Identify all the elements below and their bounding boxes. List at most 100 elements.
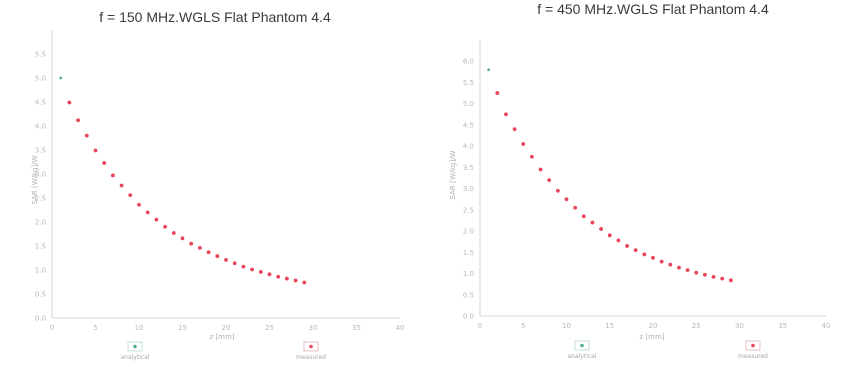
measured-point (180, 236, 185, 241)
y-tick-label: 4.0 (35, 123, 46, 131)
y-tick-label: 0.5 (35, 291, 46, 299)
y-tick-label: 4.5 (463, 121, 474, 129)
measured-point (703, 272, 707, 277)
y-tick-label: 2.5 (35, 195, 46, 203)
y-tick-label: 2.0 (463, 228, 474, 236)
x-tick-labels: 0 5 10 15 20 25 30 35 40 (50, 324, 405, 332)
measured-point (512, 127, 517, 132)
axes (51, 30, 400, 319)
legend-label-measured: measured (738, 353, 768, 360)
y-tick-label: 3.5 (463, 164, 474, 172)
measured-point (215, 254, 220, 258)
y-tick-label: 2.5 (463, 206, 474, 214)
y-tick-label: 1.5 (35, 243, 46, 251)
measured-point (651, 255, 655, 260)
y-tick-label: 4.0 (463, 143, 474, 151)
y-tick-label: 4.5 (35, 99, 46, 107)
measured-point (685, 268, 690, 273)
x-tick-label: 5 (521, 322, 525, 330)
legend-box-analytical (127, 341, 143, 352)
y-tick-label: 3.5 (35, 147, 46, 155)
x-tick-label: 10 (135, 324, 144, 332)
measured-point (711, 275, 716, 279)
measured-point (224, 258, 228, 262)
chart-150mhz: f = 150 MHz.WGLS Flat Phantom 4.4 0.0 0.5… (31, 9, 404, 361)
measured-point (102, 161, 107, 165)
y-tick-labels: 0.0 0.5 1.0 1.5 2.0 2.5 3.0 3.5 4.0 4.5 5.0 5.5 (35, 51, 46, 323)
measured-point (607, 233, 612, 238)
legend: analytical measured (567, 340, 768, 360)
measured-point (206, 250, 211, 255)
x-axis-label: z [mm] (210, 333, 235, 341)
measured-point (677, 265, 681, 270)
measured-point (276, 274, 281, 279)
legend-marker-measured (309, 344, 313, 349)
measured-point (616, 238, 621, 243)
x-tick-label: 0 (50, 324, 54, 332)
measured-point (694, 270, 699, 275)
legend: analytical measured (120, 341, 326, 361)
x-tick-label: 25 (692, 322, 701, 330)
legend-box-measured (745, 340, 761, 351)
measured-point (495, 91, 500, 95)
data-points (59, 76, 307, 285)
x-tick-label: 0 (478, 322, 482, 330)
measured-point (590, 220, 595, 225)
measured-point (564, 197, 569, 202)
legend-box-measured (303, 341, 319, 352)
measured-point (145, 210, 150, 215)
measured-point (285, 276, 289, 281)
legend-marker-analytical (133, 344, 137, 349)
y-tick-label: 6.0 (463, 58, 474, 66)
measured-point (171, 231, 176, 235)
x-tick-label: 40 (396, 324, 405, 332)
y-tick-label: 1.0 (35, 267, 46, 275)
chart-title: f = 150 MHz.WGLS Flat Phantom 4.4 (99, 9, 331, 25)
measured-point (720, 276, 725, 281)
legend-label-measured: measured (296, 354, 326, 361)
measured-point (198, 246, 202, 250)
measured-point (128, 193, 133, 198)
y-tick-label: 0.0 (463, 313, 474, 321)
measured-point (137, 202, 141, 207)
chart-450mhz: f = 450 MHz.WGLS Flat Phantom 4.4 0.0 0.5… (449, 1, 830, 360)
y-tick-label: 5.0 (463, 100, 474, 108)
measured-point (521, 142, 526, 146)
axes (479, 40, 826, 317)
measured-point (293, 278, 298, 283)
measured-point (163, 224, 168, 229)
measured-point (250, 267, 255, 272)
measured-point (111, 173, 115, 178)
y-tick-label: 5.5 (35, 51, 46, 59)
y-tick-label: 3.0 (463, 185, 474, 193)
legend-marker-analytical (580, 343, 584, 348)
measured-point (633, 248, 638, 253)
y-tick-label: 1.5 (463, 249, 474, 257)
y-tick-label: 0.0 (35, 315, 46, 323)
measured-point (76, 118, 80, 123)
measured-point (573, 205, 578, 210)
measured-point (302, 280, 307, 285)
x-tick-labels: 0 5 10 15 20 25 30 35 40 (478, 322, 831, 330)
analytical-point (487, 68, 491, 72)
measured-point (119, 183, 124, 188)
y-tick-labels: 0.0 0.5 1.0 1.5 2.0 2.5 3.0 3.5 4.0 4.5 5.0 5.5 6.0 (463, 58, 474, 321)
measured-point (189, 241, 194, 246)
x-tick-label: 35 (352, 324, 361, 332)
x-tick-label: 15 (178, 324, 187, 332)
y-tick-label: 1.0 (463, 270, 474, 278)
y-tick-label: 5.5 (463, 79, 474, 87)
measured-point (642, 252, 647, 257)
x-tick-label: 15 (605, 322, 614, 330)
measured-point (504, 112, 508, 117)
legend-label-analytical: analytical (120, 354, 149, 361)
x-axis-label: z [mm] (640, 333, 665, 341)
y-tick-label: 0.5 (463, 291, 474, 299)
chart-title: f = 450 MHz.WGLS Flat Phantom 4.4 (537, 1, 769, 17)
measured-point (267, 272, 272, 277)
measured-point (538, 167, 543, 172)
legend-label-analytical: analytical (567, 353, 596, 360)
x-tick-label: 25 (265, 324, 274, 332)
measured-point (241, 264, 246, 269)
